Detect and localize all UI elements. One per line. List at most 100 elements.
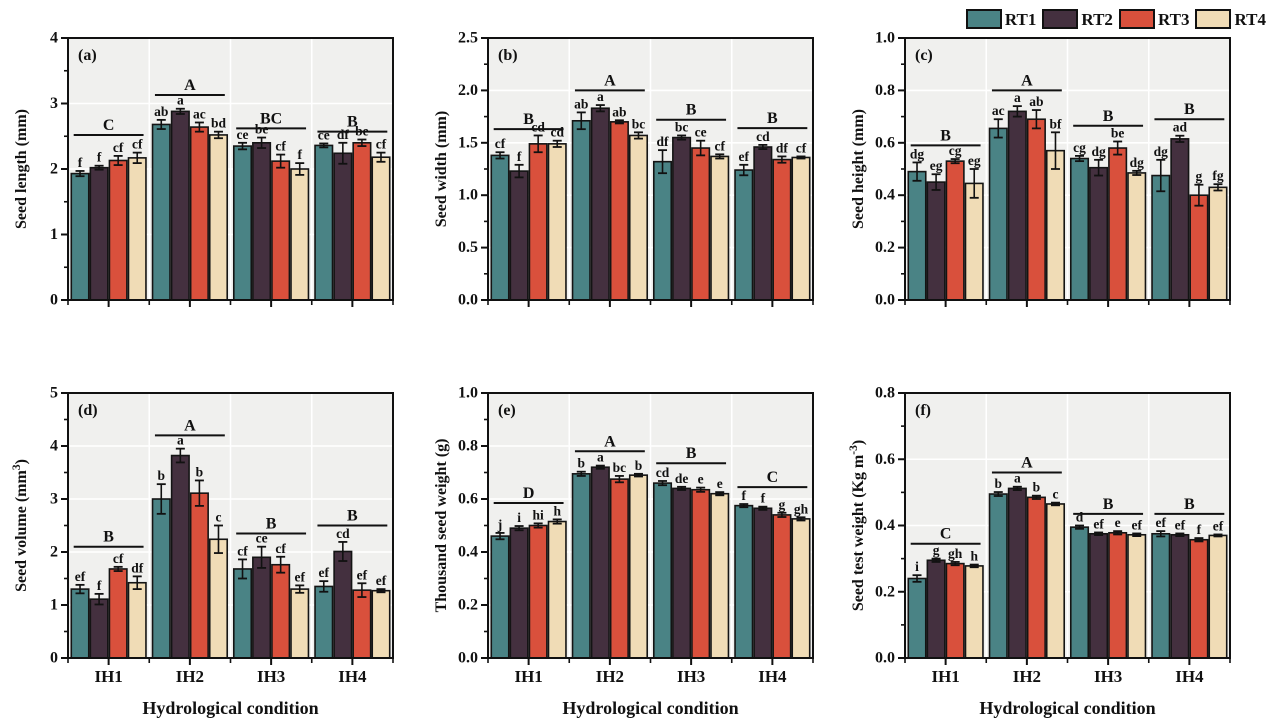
group-sig-label: C xyxy=(767,469,779,486)
bar-rt4-ih3 xyxy=(710,155,730,301)
sig-label: cd xyxy=(656,465,670,480)
group-sig-label: A xyxy=(604,433,616,450)
sig-label: cf xyxy=(132,137,143,152)
sig-label: bf xyxy=(1049,116,1062,131)
panel-tag: (c) xyxy=(915,47,933,64)
legend-swatch-rt3 xyxy=(1118,9,1155,29)
sig-label: e xyxy=(1115,515,1121,530)
bar-rt4-ih3 xyxy=(290,588,310,659)
y-axis-label: Seed width (mm) xyxy=(433,111,450,227)
group-sig-label: B xyxy=(1103,108,1114,125)
sig-label: ab xyxy=(1029,94,1043,109)
y-tick-label: 1.5 xyxy=(458,134,478,151)
bar-rt4-ih1 xyxy=(547,520,567,659)
sig-label: ad xyxy=(1173,120,1188,135)
y-tick-label: 0.6 xyxy=(458,491,478,508)
sig-label: cd xyxy=(336,526,350,541)
y-tick-label: 1.0 xyxy=(875,30,895,47)
legend-swatch-rt1 xyxy=(965,9,1002,29)
bar-rt4-ih3 xyxy=(290,168,310,301)
group-sig-label: B xyxy=(686,102,697,119)
sig-label: i xyxy=(915,559,919,574)
sig-label: c xyxy=(1052,487,1058,502)
bar-rt4-ih1 xyxy=(964,565,984,659)
bar-rt3-ih1 xyxy=(528,524,548,659)
y-tick-label: 2 xyxy=(50,161,58,178)
bar-rt2-ih1 xyxy=(509,527,529,659)
sig-label: ac xyxy=(193,106,206,121)
bar-rt3-ih1 xyxy=(528,143,548,301)
panel-tag: (d) xyxy=(78,402,98,419)
sig-label: eg xyxy=(930,158,943,173)
bar-rt3-ih4 xyxy=(772,158,792,301)
x-tick-label: IH3 xyxy=(677,667,705,686)
y-tick-label: 1 xyxy=(50,226,58,243)
bar-rt1-ih4 xyxy=(734,504,754,659)
bar-rt3-ih2 xyxy=(1026,496,1046,659)
bar-rt2-ih1 xyxy=(926,559,946,659)
sig-label: eg xyxy=(968,153,981,168)
y-tick-label: 1.0 xyxy=(458,385,478,402)
bar-rt2-ih4 xyxy=(1170,138,1190,301)
bar-rt3-ih4 xyxy=(1189,194,1209,301)
group-sig-label: B xyxy=(347,508,358,525)
sig-label: d xyxy=(1076,510,1084,525)
y-tick-label: 3 xyxy=(50,95,58,112)
y-tick-label: 2.0 xyxy=(458,82,478,99)
bar-rt1-ih1 xyxy=(907,170,927,301)
y-tick-label: 0.0 xyxy=(875,650,895,667)
x-tick-label: IH4 xyxy=(1175,667,1204,686)
legend-item-rt3: RT3 xyxy=(1118,9,1189,29)
x-tick-label: IH1 xyxy=(931,667,959,686)
sig-label: ef xyxy=(357,567,368,582)
sig-label: g xyxy=(1196,169,1203,184)
legend-item-rt4: RT4 xyxy=(1195,9,1266,29)
group-sig-label: A xyxy=(1021,72,1033,89)
y-tick-label: 0.4 xyxy=(458,544,478,561)
bar-rt3-ih3 xyxy=(1108,531,1128,659)
sig-label: f xyxy=(97,578,102,593)
bar-rt2-ih4 xyxy=(333,152,353,301)
bar-rt1-ih2 xyxy=(571,473,591,659)
bar-rt4-ih4 xyxy=(1208,186,1228,301)
sig-label: ef xyxy=(1175,517,1186,532)
sig-label: cd xyxy=(550,125,564,140)
y-axis-label: Seed height (mm) xyxy=(850,109,867,229)
group-sig-label: A xyxy=(1021,455,1033,472)
sig-label: ef xyxy=(75,569,86,584)
bar-rt2-ih1 xyxy=(926,181,946,301)
sig-label: g xyxy=(779,497,786,512)
sig-label: ce xyxy=(318,127,330,142)
y-axis-label: Seed length (mm) xyxy=(13,109,30,229)
sig-label: e xyxy=(698,472,704,487)
sig-label: f xyxy=(78,155,83,170)
y-tick-label: 4 xyxy=(50,438,58,455)
bar-rt2-ih3 xyxy=(252,556,272,659)
sig-label: ce xyxy=(695,125,707,140)
bar-rt3-ih1 xyxy=(945,160,965,301)
y-tick-label: 0.0 xyxy=(458,292,478,309)
bar-rt2-ih3 xyxy=(672,136,692,301)
bar-rt2-ih2 xyxy=(590,107,610,301)
sig-label: df xyxy=(657,134,670,149)
sig-label: f xyxy=(97,150,102,165)
bar-rt4-ih4 xyxy=(1208,534,1228,659)
bar-rt4-ih4 xyxy=(791,518,811,659)
panel-tag: (a) xyxy=(78,47,97,64)
group-sig-label: C xyxy=(940,526,952,543)
x-axis-label: Hydrological condition xyxy=(142,698,318,718)
y-tick-label: 2 xyxy=(50,544,58,561)
bar-rt3-ih4 xyxy=(352,589,372,659)
sig-label: gh xyxy=(794,501,809,516)
bar-rt2-ih2 xyxy=(170,110,190,301)
y-tick-label: 0.2 xyxy=(458,597,478,614)
bar-rt3-ih3 xyxy=(271,160,291,301)
x-axis-label: Hydrological condition xyxy=(979,698,1155,718)
bar-rt1-ih4 xyxy=(314,144,334,301)
bar-rt4-ih2 xyxy=(1045,149,1066,301)
bar-rt3-ih1 xyxy=(108,159,128,301)
sig-label: ce xyxy=(256,531,268,546)
